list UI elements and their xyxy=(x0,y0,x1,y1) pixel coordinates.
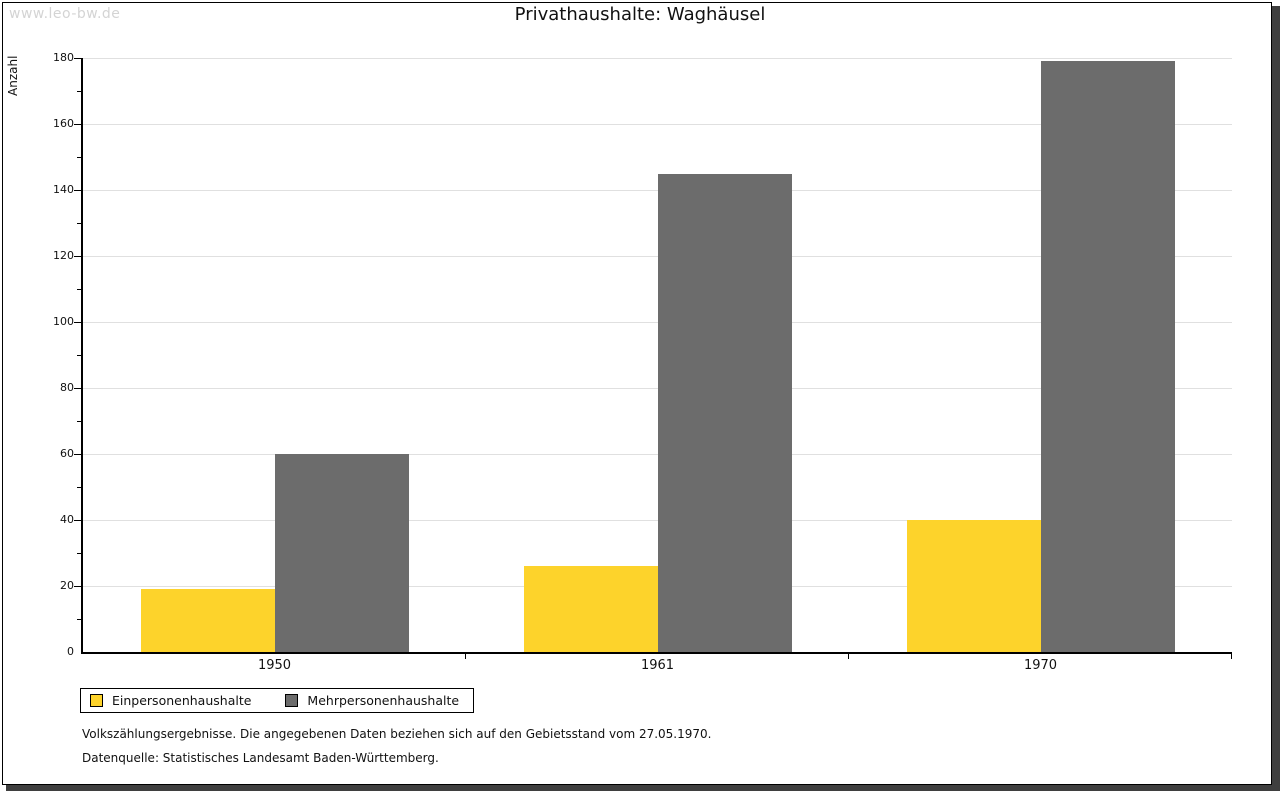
frame-shadow-right xyxy=(1272,6,1280,791)
bar-mehrpersonenhaushalte-1961 xyxy=(657,173,792,652)
legend-label: Einpersonenhaushalte xyxy=(112,693,252,708)
y-tick-label-40: 40 xyxy=(60,513,74,526)
y-tick-major-140 xyxy=(74,190,81,191)
frame-shadow-bottom xyxy=(6,785,1280,791)
chart-title: Privathaushalte: Waghäusel xyxy=(514,4,766,25)
y-tick-major-160 xyxy=(74,124,81,125)
y-tick-major-20 xyxy=(74,586,81,587)
y-tick-minor-150 xyxy=(77,157,81,158)
x-tick-1950 xyxy=(465,654,466,659)
legend-item-einpersonenhaushalte: Einpersonenhaushalte xyxy=(90,693,251,708)
y-tick-major-60 xyxy=(74,454,81,455)
legend-item-mehrpersonenhaushalte: Mehrpersonenhaushalte xyxy=(285,693,459,708)
y-tick-minor-90 xyxy=(77,355,81,356)
legend-label: Mehrpersonenhaushalte xyxy=(307,693,460,708)
y-tick-minor-50 xyxy=(77,487,81,488)
y-tick-major-120 xyxy=(74,256,81,257)
gridline-y-180 xyxy=(83,58,1232,59)
y-tick-major-180 xyxy=(74,58,81,59)
y-tick-label-180: 180 xyxy=(53,51,74,64)
x-tick-label-1950: 1950 xyxy=(257,658,292,673)
x-tick-label-1961: 1961 xyxy=(640,658,675,673)
y-tick-minor-170 xyxy=(77,91,81,92)
plot-area: 0 20 40 60 80 100 120 140 160 180 1950 1961 1970 xyxy=(53,51,1232,673)
y-tick-label-100: 100 xyxy=(53,315,74,328)
x-tick-label-1970: 1970 xyxy=(1023,658,1058,673)
y-tick-minor-10 xyxy=(77,619,81,620)
y-axis-title: Anzahl xyxy=(6,55,20,96)
bar-einpersonenhaushalte-1970 xyxy=(906,520,1041,652)
y-tick-label-80: 80 xyxy=(60,381,74,394)
bar-einpersonenhaushalte-1950 xyxy=(140,589,275,652)
y-tick-minor-110 xyxy=(77,289,81,290)
y-tick-label-20: 20 xyxy=(60,579,74,592)
y-tick-minor-70 xyxy=(77,421,81,422)
gridline-y-160 xyxy=(83,124,1232,125)
y-tick-major-40 xyxy=(74,520,81,521)
y-axis-line xyxy=(81,58,83,654)
watermark: www.leo-bw.de xyxy=(9,6,121,22)
y-tick-label-60: 60 xyxy=(60,447,74,460)
legend-swatch-einpersonenhaushalte xyxy=(90,694,103,707)
y-tick-major-100 xyxy=(74,322,81,323)
y-tick-label-120: 120 xyxy=(53,249,74,262)
bar-einpersonenhaushalte-1961 xyxy=(523,566,658,652)
bar-mehrpersonenhaushalte-1970 xyxy=(1040,61,1175,652)
y-tick-label-140: 140 xyxy=(53,183,74,196)
y-tick-label-0: 0 xyxy=(67,645,74,658)
y-tick-major-80 xyxy=(74,388,81,389)
legend-swatch-mehrpersonenhaushalte xyxy=(285,694,299,707)
x-tick-1961 xyxy=(848,654,849,659)
y-tick-minor-30 xyxy=(77,553,81,554)
y-tick-minor-130 xyxy=(77,223,81,224)
footnote-source-note: Volkszählungsergebnisse. Die angegebenen… xyxy=(82,727,712,741)
x-axis-line xyxy=(81,652,1232,654)
legend: Einpersonenhaushalte Mehrpersonenhaushal… xyxy=(80,688,475,713)
footnote-data-source: Datenquelle: Statistisches Landesamt Bad… xyxy=(82,751,439,765)
x-tick-1970 xyxy=(1231,654,1232,659)
y-tick-label-160: 160 xyxy=(53,117,74,130)
bar-mehrpersonenhaushalte-1950 xyxy=(274,454,409,652)
